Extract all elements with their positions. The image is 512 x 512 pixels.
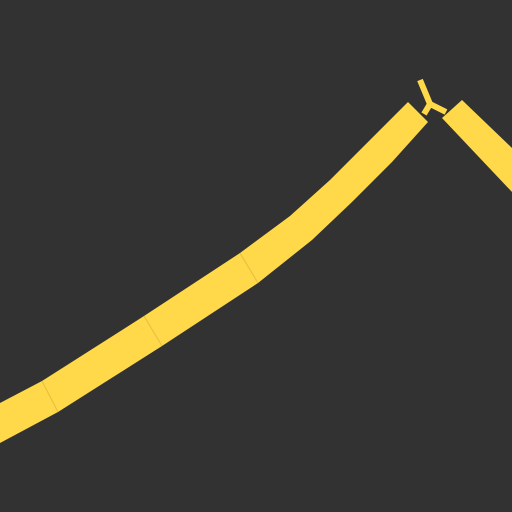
fork-marker — [417, 78, 448, 116]
road-seam — [143, 315, 163, 347]
fork-marker-stem-right — [428, 101, 448, 115]
main-road — [0, 102, 428, 443]
road-segment-1 — [0, 381, 58, 443]
road-segment-3 — [144, 253, 258, 346]
road-segment-2 — [42, 316, 162, 412]
road-seams — [41, 252, 259, 413]
road-seam — [239, 252, 259, 284]
fork-marker-stem-left — [417, 78, 433, 106]
road-segment-5 — [442, 100, 512, 192]
fork-marker-base — [421, 102, 433, 116]
road-seam — [41, 380, 59, 413]
road-segment-4 — [240, 102, 428, 283]
